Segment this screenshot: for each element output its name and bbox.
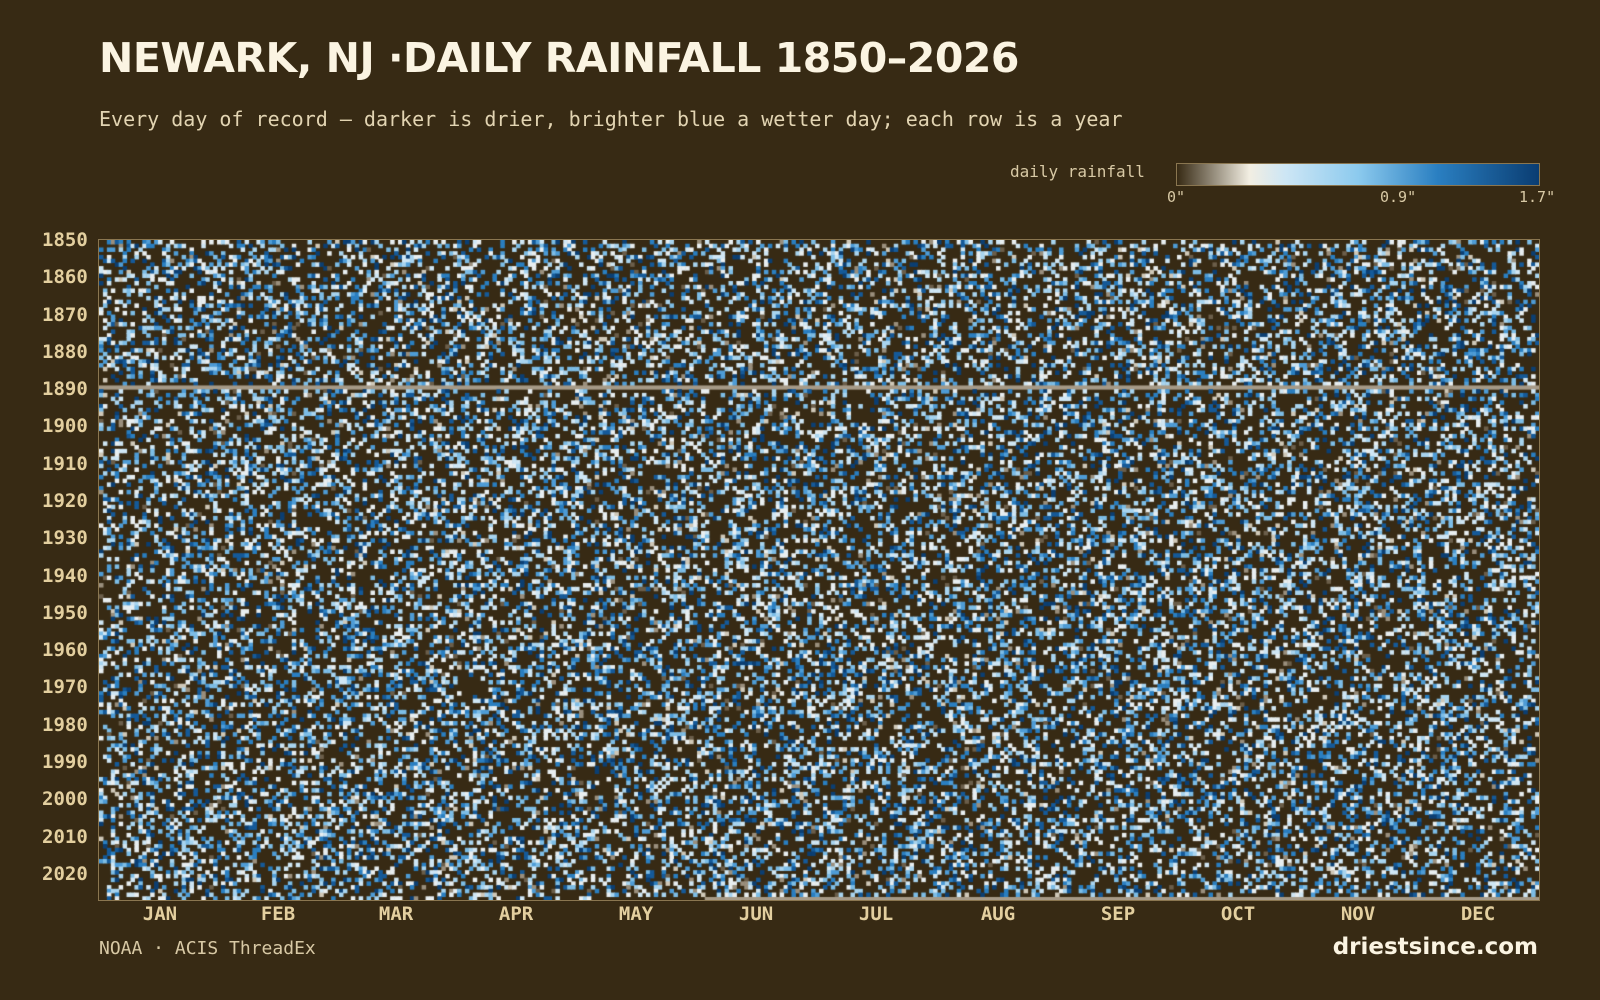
- y-tick-label: 1980: [42, 713, 88, 736]
- x-tick-label: FEB: [260, 903, 296, 925]
- legend-tick-mid: 0.9": [1380, 188, 1417, 206]
- y-tick-label: 1860: [42, 266, 88, 289]
- legend-label: daily rainfall: [1010, 162, 1145, 181]
- brand-link[interactable]: driestsince.com: [1332, 934, 1538, 960]
- y-tick-label: 2000: [42, 788, 88, 811]
- page-subtitle: Every day of record — darker is drier, b…: [99, 107, 1123, 131]
- y-tick-label: 1920: [42, 490, 88, 513]
- y-tick-label: 1890: [42, 378, 88, 401]
- x-tick-label: JAN: [142, 903, 178, 925]
- y-tick-label: 1990: [42, 751, 88, 774]
- y-tick-label: 1970: [42, 676, 88, 699]
- x-tick-label: MAY: [618, 903, 654, 925]
- y-tick-label: 1950: [42, 601, 88, 624]
- rainfall-heatmap: [99, 240, 1539, 900]
- y-tick-label: 2010: [42, 825, 88, 848]
- y-tick-label: 1900: [42, 415, 88, 438]
- x-tick-label: DEC: [1460, 903, 1496, 925]
- y-tick-label: 1910: [42, 452, 88, 475]
- x-tick-label: JUN: [738, 903, 774, 925]
- y-tick-label: 1850: [42, 229, 88, 251]
- x-tick-label: AUG: [980, 903, 1016, 925]
- x-tick-label: OCT: [1220, 903, 1256, 925]
- legend-color-bar: [1176, 163, 1540, 186]
- y-tick-label: 1940: [42, 564, 88, 587]
- x-tick-label: NOV: [1340, 903, 1376, 925]
- y-tick-label: 1870: [42, 303, 88, 326]
- x-tick-label: APR: [498, 903, 534, 925]
- x-tick-label: JUL: [858, 903, 894, 925]
- x-tick-label: SEP: [1100, 903, 1136, 925]
- legend-tick-min: 0": [1167, 188, 1186, 206]
- x-tick-label: MAR: [378, 903, 414, 925]
- y-tick-label: 1880: [42, 340, 88, 363]
- y-tick-label: 1930: [42, 527, 88, 550]
- y-tick-label: 1960: [42, 639, 88, 662]
- y-tick-label: 2020: [42, 862, 88, 885]
- data-source: NOAA · ACIS ThreadEx: [99, 938, 316, 959]
- legend-tick-max: 1.7": [1519, 188, 1556, 206]
- page-title: NEWARK, NJ ·DAILY RAINFALL 1850–2026: [99, 34, 1019, 82]
